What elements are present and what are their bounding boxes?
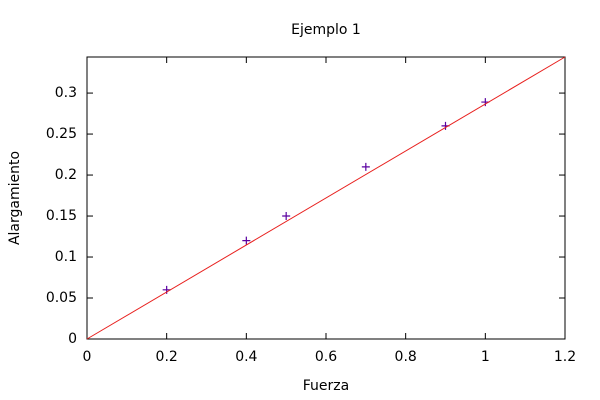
y-tick-label: 0.15 — [46, 208, 77, 224]
y-tick-label: 0.1 — [55, 249, 77, 265]
x-tick-label: 1.2 — [554, 349, 576, 365]
x-tick-label: 0.8 — [395, 349, 417, 365]
x-tick-label: 0.2 — [156, 349, 178, 365]
y-tick-label: 0.05 — [46, 290, 77, 306]
y-tick-label: 0.25 — [46, 126, 77, 142]
x-tick-label: 0.4 — [235, 349, 257, 365]
x-tick-label: 0 — [83, 349, 92, 365]
data-point — [282, 212, 291, 221]
fit-line — [86, 56, 566, 340]
chart-title: Ejemplo 1 — [291, 22, 361, 38]
x-tick-label: 0.6 — [315, 349, 337, 365]
y-tick-label: 0 — [68, 331, 77, 347]
x-axis-label: Fuerza — [303, 378, 349, 394]
data-point — [361, 162, 370, 171]
y-tick-label: 0.2 — [55, 167, 77, 183]
data-point — [242, 236, 251, 245]
y-axis-label: Alargamiento — [7, 151, 23, 245]
x-tick-label: 1 — [481, 349, 490, 365]
y-tick-label: 0.3 — [55, 85, 77, 101]
